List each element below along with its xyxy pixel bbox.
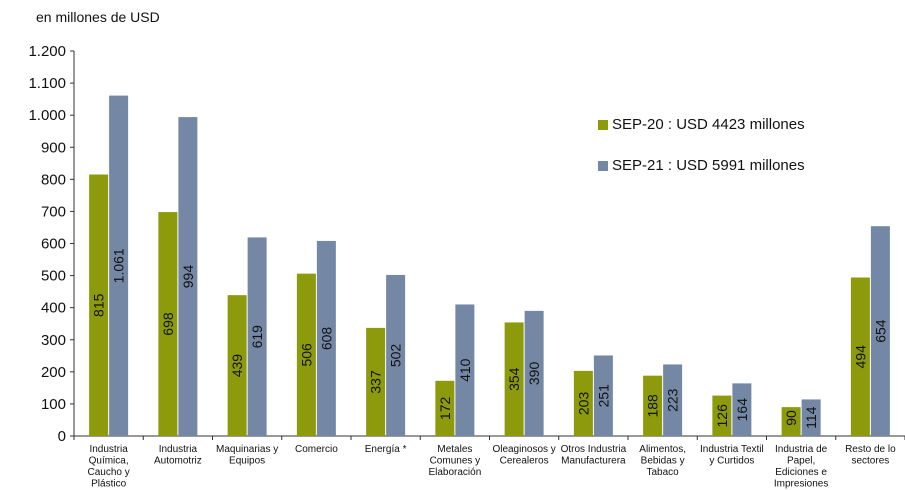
bar-sep20 (781, 407, 801, 436)
data-label: 354 (506, 367, 522, 391)
bar-sep21 (524, 310, 544, 436)
x-category-label: Otros Industria (561, 444, 627, 455)
legend-label-sep21: SEP-21 : USD 5991 millones (612, 157, 805, 174)
data-label: 390 (526, 362, 542, 386)
data-label: 164 (734, 398, 750, 422)
bar-sep21 (593, 355, 613, 436)
data-label: 506 (298, 343, 314, 367)
data-label: 337 (368, 370, 384, 394)
data-label: 251 (595, 384, 611, 408)
y-tick-label: 0 (58, 428, 66, 445)
x-category-label: Automotriz (154, 456, 202, 467)
y-tick-label: 1.100 (28, 75, 66, 92)
bar-sep21 (109, 95, 129, 437)
bar-sep21 (316, 240, 336, 436)
bar-sep20 (366, 327, 386, 436)
y-tick-label: 700 (41, 203, 66, 220)
legend-item-sep21: SEP-21 : USD 5991 millones (598, 157, 805, 174)
x-category-label: Elaboración (428, 467, 481, 478)
data-label: 654 (872, 319, 888, 343)
legend-swatch-sep20 (598, 119, 608, 130)
bar-sep20 (643, 375, 663, 436)
bar-sep20 (227, 295, 247, 436)
bar-sep20 (504, 322, 524, 436)
y-tick-label: 600 (41, 236, 66, 253)
x-category-label: Comunes y (430, 456, 481, 467)
bar-sep20 (850, 277, 870, 436)
y-tick-label: 900 (41, 139, 66, 156)
y-tick-label: 300 (41, 332, 66, 349)
data-label: 439 (229, 354, 245, 378)
bar-sep21 (663, 364, 683, 436)
x-category-label: y Curtidos (709, 456, 754, 467)
x-category-label: Manufacturera (561, 456, 626, 467)
x-category-label: Metales (437, 444, 472, 455)
y-tick-label: 500 (41, 268, 66, 285)
data-label: 994 (180, 265, 196, 289)
y-tick-label: 400 (41, 300, 66, 317)
y-tick-label: 800 (41, 171, 66, 188)
x-category-label: Industria Textil (700, 444, 764, 455)
legend-item-sep20: SEP-20 : USD 4423 millones (598, 116, 805, 133)
data-label: 172 (437, 397, 453, 421)
bar-sep20 (296, 273, 316, 436)
data-label: 815 (91, 293, 107, 317)
y-tick-label: 200 (41, 364, 66, 381)
x-category-label: Equipos (229, 456, 265, 467)
x-category-label: Plástico (91, 479, 126, 490)
x-category-label: Caucho y (88, 467, 130, 478)
legend-swatch-sep21 (598, 160, 608, 171)
y-tick-label: 1.200 (28, 43, 66, 60)
x-category-label: Maquinarias y (216, 444, 278, 455)
data-label: 114 (803, 406, 819, 429)
data-label: 502 (388, 344, 404, 368)
x-category-label: Comercio (295, 444, 338, 455)
x-category-label: Energía * (365, 444, 407, 455)
data-label: 126 (714, 404, 730, 428)
bar-sep21 (178, 117, 198, 436)
x-category-label: Impresiones (774, 479, 828, 490)
data-label: 1.061 (111, 248, 127, 283)
bar-sep20 (89, 174, 109, 437)
x-category-label: Industria (89, 444, 128, 455)
y-tick-label: 100 (41, 396, 66, 413)
data-label: 223 (665, 388, 681, 412)
bar-sep21 (247, 237, 267, 436)
data-label: 608 (318, 327, 334, 351)
x-category-label: Oleaginosos y (492, 444, 555, 455)
bar-sep21 (732, 383, 752, 436)
x-category-label: Industria (159, 444, 198, 455)
bar-sep20 (573, 370, 593, 436)
x-category-label: Ediciones e (775, 467, 827, 478)
x-category-label: sectores (851, 456, 889, 467)
bar-sep21 (386, 274, 406, 436)
data-label: 494 (852, 345, 868, 369)
x-category-label: Resto de lo (845, 444, 896, 455)
x-category-label: Química, (89, 456, 129, 467)
x-category-label: Cerealeros (500, 456, 549, 467)
unit-label: en millones de USD (36, 9, 160, 25)
x-category-label: Alimentos, (639, 444, 686, 455)
data-label: 619 (249, 325, 265, 349)
data-label: 90 (783, 410, 799, 426)
data-label: 203 (575, 392, 591, 416)
legend-label-sep20: SEP-20 : USD 4423 millones (612, 116, 805, 133)
bar-sep20 (435, 380, 455, 436)
data-label: 188 (645, 394, 661, 418)
bar-sep20 (158, 212, 178, 436)
bar-sep21 (801, 399, 821, 436)
x-category-label: Industria de (775, 444, 828, 455)
data-label: 698 (160, 312, 176, 336)
x-category-label: Papel, (787, 456, 815, 467)
bar-sep21 (455, 304, 475, 436)
x-category-label: Bebidas y (641, 456, 685, 467)
data-label: 410 (457, 358, 473, 382)
y-tick-label: 1.000 (28, 107, 66, 124)
bar-sep20 (712, 395, 732, 436)
x-category-label: Tabaco (647, 467, 680, 478)
bar-sep21 (870, 226, 890, 436)
